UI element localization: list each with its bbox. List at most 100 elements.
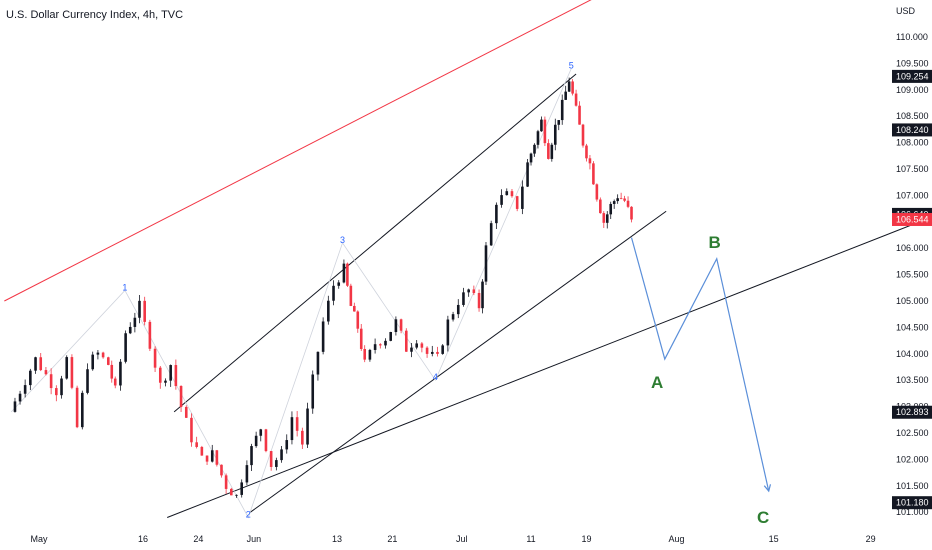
candle-body <box>65 357 69 379</box>
candle-body <box>321 321 325 352</box>
candle-down <box>190 413 193 447</box>
candle-down <box>592 161 595 185</box>
wave-label-3: 3 <box>340 235 345 245</box>
candle-up <box>13 397 17 413</box>
price-tag-label: 106.544 <box>896 214 929 224</box>
candle-up <box>521 180 524 215</box>
candle-up <box>410 342 413 358</box>
candle-body <box>245 465 249 483</box>
candle-down <box>626 196 630 209</box>
wave-label-b: B <box>709 233 721 252</box>
price-tag: 109.254 <box>892 69 932 83</box>
candle-up <box>526 158 529 187</box>
time-axis[interactable]: May 16 24 Jun 13 21 Jul 11 19 Aug 15 29 <box>30 534 875 544</box>
candle-down <box>399 318 403 334</box>
candle-down <box>39 352 43 372</box>
candle-down <box>110 360 114 383</box>
candle-body <box>124 333 127 362</box>
upper-channel-line <box>173 73 577 413</box>
candle-up <box>550 142 554 162</box>
candle-body <box>174 365 178 386</box>
candle-body <box>60 378 63 396</box>
price-tag-bg <box>892 123 932 137</box>
candle-body <box>384 340 387 346</box>
candle-body <box>529 153 533 163</box>
candle-up <box>553 118 557 151</box>
candle-down <box>630 206 633 223</box>
red-channel-line <box>4 0 592 302</box>
candle-body <box>275 460 278 467</box>
y-tick-label: 102.500 <box>896 428 929 438</box>
chart-title: U.S. Dollar Currency Index, 4h, TVC <box>6 9 184 21</box>
candle-up <box>612 199 616 209</box>
candle-body <box>195 442 198 447</box>
trendlines <box>4 0 932 519</box>
candle-body <box>394 319 398 333</box>
candle-up <box>342 259 346 284</box>
candle-body <box>349 285 353 306</box>
candle-up <box>18 390 22 405</box>
candle-up <box>65 355 69 380</box>
candle-up <box>164 378 167 387</box>
long-support-line <box>167 216 932 518</box>
candle-body <box>404 330 408 352</box>
candle-down <box>510 188 514 198</box>
candle-up <box>23 379 27 398</box>
candle-body <box>200 446 204 456</box>
y-tick-label: 102.000 <box>896 454 929 464</box>
candle-down <box>230 487 233 496</box>
candle-up <box>290 411 294 445</box>
candle-down <box>349 283 353 307</box>
candle-down <box>295 411 299 437</box>
candle-down <box>578 101 581 125</box>
candle-down <box>353 302 356 312</box>
candle-down <box>346 262 349 288</box>
candle-body <box>623 198 626 201</box>
y-tick-label: 101.500 <box>896 481 929 491</box>
y-tick-label: 108.000 <box>896 138 929 148</box>
candle-up <box>560 94 564 125</box>
candle-down <box>75 385 79 429</box>
candle-body <box>356 311 360 329</box>
candle-body <box>148 321 152 349</box>
candle-body <box>571 81 574 94</box>
candle-body <box>609 203 613 215</box>
candle-up <box>430 345 434 357</box>
candle-body <box>55 388 58 396</box>
candle-body <box>337 282 341 286</box>
candle-up <box>128 322 132 335</box>
y-tick-label: 109.500 <box>896 58 929 68</box>
price-axis[interactable]: USD 110.000 109.500 109.000 108.500 108.000 10… <box>892 6 932 517</box>
candle-body <box>220 464 223 476</box>
abc-projection <box>630 237 772 493</box>
candle-up <box>259 428 263 442</box>
candle-up <box>169 364 172 387</box>
y-tick-label: 109.000 <box>896 85 929 95</box>
candle-body <box>536 131 540 145</box>
candle-up <box>275 457 278 471</box>
candle-up <box>467 288 470 297</box>
candle-up <box>368 348 372 362</box>
price-tag: 106.544 <box>892 212 932 226</box>
candle-body <box>368 349 372 360</box>
candle-down <box>363 345 367 363</box>
candle-down <box>599 197 602 214</box>
candle-down <box>595 183 599 202</box>
candle-up <box>489 220 493 246</box>
candle-up <box>484 242 488 285</box>
candle-body <box>101 352 105 358</box>
candle-up <box>96 350 100 360</box>
wave-label-5: 5 <box>569 61 574 71</box>
candle-down <box>477 289 481 312</box>
candle-body <box>290 417 294 441</box>
candle-up <box>210 444 214 463</box>
candle-body <box>18 393 22 402</box>
candle-up <box>81 390 84 430</box>
candle-body <box>425 347 429 354</box>
candle-body <box>533 144 536 154</box>
candle-up <box>316 351 320 381</box>
candle-up <box>250 443 253 472</box>
x-tick-label: 15 <box>769 534 779 544</box>
candle-down <box>70 354 74 390</box>
